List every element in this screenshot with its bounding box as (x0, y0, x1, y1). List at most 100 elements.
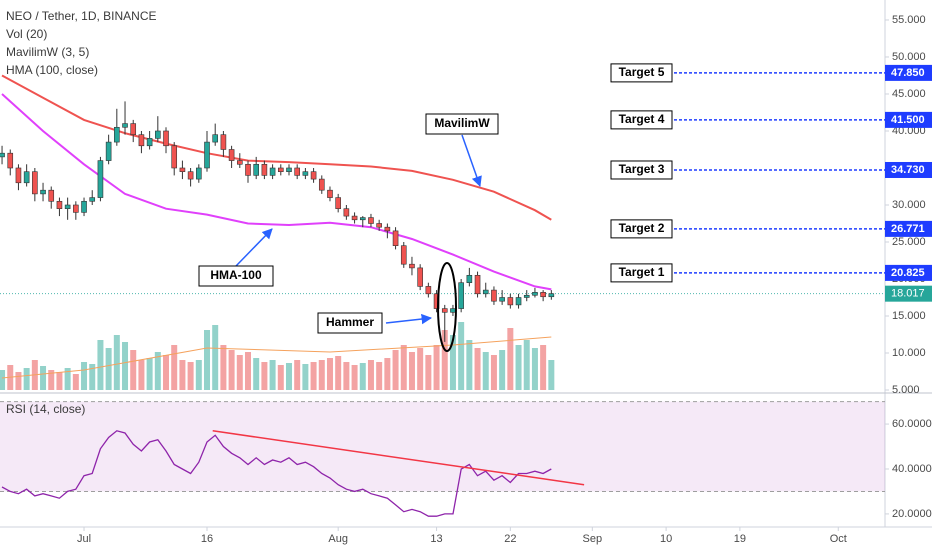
candle-body (212, 134, 219, 143)
volume-bar (540, 345, 547, 390)
candle-body (548, 293, 555, 298)
candle-body (138, 134, 145, 147)
candle-body (343, 208, 350, 217)
target-price-bg (885, 220, 932, 237)
candle-body (187, 171, 194, 180)
candle-body (64, 204, 71, 209)
target-label: Target 5 (619, 65, 665, 79)
volume-ma-line (1, 336, 552, 379)
candle-body (351, 215, 358, 221)
volume-bar (318, 360, 325, 390)
y-tick-label: 10.000 (892, 347, 926, 359)
volume-bar (269, 360, 276, 390)
target-box (610, 160, 673, 180)
x-tick-label: Oct (830, 533, 847, 545)
y-tick-label: 55.000 (892, 14, 926, 26)
target-price-bg (885, 111, 932, 128)
rsi-line (1, 430, 552, 517)
candle-body (507, 297, 514, 306)
volume-bar (228, 350, 235, 390)
legend-mavilimw: MavilimW (3, 5) (6, 45, 89, 59)
rsi-band-fill (0, 401, 885, 492)
target-label: Target 3 (619, 162, 665, 176)
x-tick-label: 13 (430, 533, 442, 545)
annotation-label: Hammer (326, 315, 374, 329)
volume-bar (261, 362, 268, 390)
candle-body (400, 245, 407, 265)
candle-body (32, 171, 38, 195)
volume-bar (15, 372, 22, 390)
y-tick-label: 40.0000 (892, 463, 932, 475)
x-tick-label: Aug (328, 533, 348, 545)
candle-body (286, 167, 292, 172)
volume-bar (146, 358, 153, 390)
volume-bar (376, 362, 383, 390)
volume-bar (392, 350, 399, 390)
candle-body (302, 171, 309, 176)
x-tick-label: Jul (77, 533, 91, 545)
candle-body (196, 167, 202, 180)
target-label: Target 4 (619, 112, 665, 126)
candle-body (392, 230, 399, 246)
volume-bar (72, 374, 79, 390)
candle-body (269, 167, 276, 176)
candle-body (73, 204, 79, 213)
candle-body (474, 274, 481, 295)
y-tick-label: 25.000 (892, 236, 926, 248)
target-price-bg (885, 264, 932, 281)
volume-bar (417, 348, 424, 390)
candle-body (155, 130, 161, 139)
target-box (610, 263, 673, 283)
volume-bar (285, 363, 292, 390)
candle-body (294, 167, 300, 176)
candle-body (236, 160, 243, 165)
candle-body (204, 141, 210, 169)
volume-bar (244, 352, 251, 390)
target-box (610, 110, 673, 130)
candle-body (114, 126, 120, 143)
y-tick-label: 40.000 (892, 125, 926, 137)
candle-body (40, 189, 46, 195)
candle-body (277, 167, 284, 172)
volume-bar (195, 360, 202, 390)
candle-body (368, 217, 374, 224)
candle-body (318, 178, 325, 191)
y-tick-label: 20.0000 (892, 508, 932, 520)
volume-bar (326, 358, 333, 390)
candle-body (466, 274, 473, 283)
chart-title: NEO / Tether, 1D, BINANCE (6, 9, 157, 23)
volume-bar (171, 345, 178, 390)
volume-bar (433, 345, 440, 390)
candle-body (540, 292, 546, 298)
plot-layer: 5.00010.00015.00020.00025.00030.00035.00… (0, 14, 932, 545)
volume-bar (400, 345, 407, 390)
volume-bar (220, 345, 227, 390)
y-tick-label: 30.000 (892, 199, 926, 211)
candle-body (384, 226, 391, 232)
last-price-label-bg (885, 285, 932, 302)
candle-body (163, 130, 169, 147)
annotation-arrow (461, 134, 482, 187)
volume-bar (384, 358, 391, 390)
legend-volume: Vol (20) (6, 27, 47, 41)
candle-body (515, 297, 522, 306)
volume-bar (441, 330, 448, 390)
candle-body (105, 141, 112, 161)
candle-body (532, 292, 538, 296)
candle-body (409, 263, 415, 269)
volume-bar (507, 328, 514, 390)
y-tick-label: 60.0000 (892, 418, 932, 430)
volume-bar (351, 365, 358, 390)
x-tick-label: Sep (583, 533, 603, 545)
volume-bar (179, 360, 186, 390)
target-price-label: 41.500 (891, 114, 925, 126)
target-label: Target 1 (619, 265, 665, 279)
candle-body (417, 267, 423, 287)
volume-bar (466, 340, 473, 390)
candle-body (499, 297, 505, 302)
candle-body (56, 200, 63, 209)
y-tick-label: 15.000 (892, 310, 926, 322)
y-tick-label: 45.000 (892, 88, 926, 100)
volume-bar (113, 335, 120, 390)
